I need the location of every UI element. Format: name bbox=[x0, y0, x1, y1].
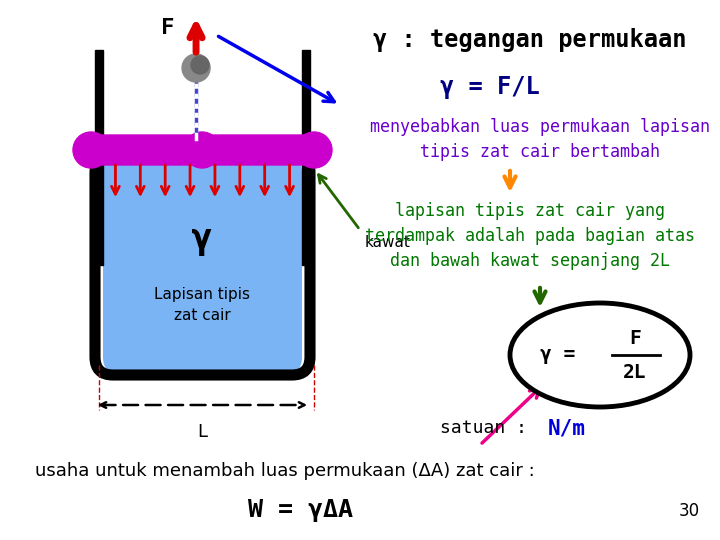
Bar bbox=[95, 155, 103, 265]
Circle shape bbox=[184, 132, 220, 168]
Ellipse shape bbox=[510, 303, 690, 407]
Text: 2L: 2L bbox=[624, 363, 647, 382]
Bar bbox=[302, 50, 310, 155]
Text: kawat: kawat bbox=[365, 235, 411, 250]
Circle shape bbox=[182, 54, 210, 82]
Circle shape bbox=[73, 132, 109, 168]
Bar bbox=[302, 155, 310, 265]
Text: satuan :: satuan : bbox=[440, 419, 538, 437]
Text: γ: γ bbox=[191, 221, 213, 255]
Circle shape bbox=[296, 132, 332, 168]
Text: γ : tegangan permukaan: γ : tegangan permukaan bbox=[373, 28, 687, 52]
Text: L: L bbox=[197, 423, 207, 441]
Bar bbox=[95, 50, 103, 155]
Text: N/m: N/m bbox=[548, 418, 586, 438]
Text: 30: 30 bbox=[679, 502, 700, 520]
FancyBboxPatch shape bbox=[79, 135, 326, 165]
Text: γ =: γ = bbox=[540, 346, 575, 365]
Text: Lapisan tipis
zat cair: Lapisan tipis zat cair bbox=[154, 287, 250, 322]
Text: F: F bbox=[629, 329, 641, 348]
Text: menyebabkan luas permukaan lapisan
tipis zat cair bertambah: menyebabkan luas permukaan lapisan tipis… bbox=[370, 118, 710, 161]
Text: lapisan tipis zat cair yang
terdampak adalah pada bagian atas
dan bawah kawat se: lapisan tipis zat cair yang terdampak ad… bbox=[365, 202, 695, 270]
Text: usaha untuk menambah luas permukaan (ΔA) zat cair :: usaha untuk menambah luas permukaan (ΔA)… bbox=[35, 462, 535, 480]
Text: F: F bbox=[161, 18, 175, 38]
Text: W = γΔA: W = γΔA bbox=[248, 498, 353, 522]
FancyBboxPatch shape bbox=[103, 155, 302, 375]
Circle shape bbox=[191, 56, 209, 74]
Text: γ = F/L: γ = F/L bbox=[440, 75, 540, 99]
